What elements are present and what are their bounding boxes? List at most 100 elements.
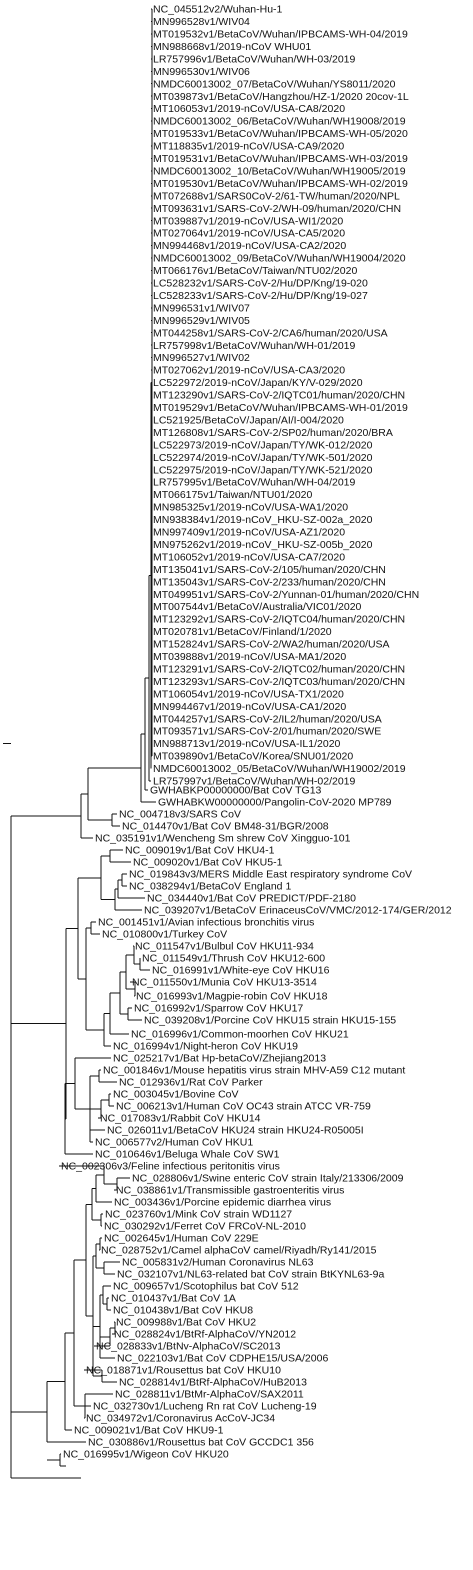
tip-label: MT135041v1/SARS-CoV-2/105/human/2020/CHN bbox=[153, 564, 386, 576]
tip-label: NC_009988v1/Bat CoV HKU2 bbox=[116, 1317, 256, 1329]
tip-label: NC_010646v1/Beluga Whale CoV SW1 bbox=[95, 1149, 280, 1161]
tip-label: NC_034972v1/Coronavirus AcCoV-JC34 bbox=[86, 1413, 275, 1425]
tip-label: NMDC60013002_07/BetaCoV/Wuhan/YS8011/202… bbox=[153, 78, 396, 90]
tip-label: NC_001846v1/Mouse hepatitis virus strain… bbox=[103, 1065, 405, 1077]
tip-label: NC_028811v1/BtMr-AlphaCoV/SAX2011 bbox=[115, 1389, 304, 1401]
tip-label: NC_001451v1/Avian infectious bronchitis … bbox=[98, 917, 314, 929]
tip-label: MT106052v1/2019-nCoV/USA-CA7/2020 bbox=[153, 551, 345, 563]
tip-label: LR757998v1/BetaCoV/Wuhan/WH-01/2019 bbox=[153, 340, 356, 352]
tip-label: MN996531v1/WIV07 bbox=[153, 302, 250, 314]
tip-label: NC_032107v1/NL63-related bat CoV strain … bbox=[117, 1269, 384, 1281]
tip-label: NC_028833v1/BtNv-AlphaCoV/SC2013 bbox=[96, 1341, 281, 1353]
tip-label: NC_018871v1/Rousettus bat CoV HKU10 bbox=[86, 1365, 281, 1377]
tip-label: MN994468v1/2019-nCoV/USA-CA2/2020 bbox=[153, 240, 346, 252]
tip-label: MN994467v1/2019-nCoV/USA-CA1/2020 bbox=[153, 701, 346, 713]
tip-label: MT093631v1/SARS-CoV-2/WH-09/human/2020/C… bbox=[153, 203, 401, 215]
tip-label: NC_010437v1/Bat CoV 1A bbox=[111, 1293, 236, 1305]
tip-label: MN985325v1/2019-nCoV/USA-WA1/2020 bbox=[153, 502, 348, 514]
tip-label: MT072688v1/SARS0CoV-2/61-TW/human/2020/N… bbox=[153, 190, 400, 202]
tip-label: MT118835v1/2019-nCoV/USA-CA9/2020 bbox=[153, 141, 344, 153]
tip-label: MT020781v1/BetaCoV/Finland/1/2020 bbox=[153, 626, 332, 638]
tip-label: LC528232v1/SARS-CoV-2/Hu/DP/Kng/19-020 bbox=[153, 278, 368, 290]
tip-label: LR757997v1/BetaCoV/Wuhan/WH-02/2019 bbox=[153, 776, 356, 788]
tip-label: NC_016994v1/Night-heron CoV HKU19 bbox=[113, 1041, 298, 1053]
tip-label: NC_032730v1/Lucheng Rn rat CoV Lucheng-1… bbox=[93, 1401, 317, 1413]
tip-label: NC_014470v1/Bat CoV BM48-31/BGR/2008 bbox=[122, 821, 329, 833]
tip-label: MN988713v1/2019-nCoV/USA-IL1/2020 bbox=[153, 738, 341, 750]
tip-label: NC_038861v1/Transmissible gastroenteriti… bbox=[116, 1185, 344, 1197]
tip-label: NC_038294v1/BetaCoV England 1 bbox=[129, 881, 291, 893]
tip-label: MT027064v1/2019-nCoV/USA-CA5/2020 bbox=[153, 228, 345, 240]
tip-label: NC_028752v1/Camel alphaCoV camel/Riyadh/… bbox=[101, 1245, 377, 1257]
tip-label: MT019530v1/BetaCoV/Wuhan/IPBCAMS-WH-02/2… bbox=[153, 178, 408, 190]
tip-label: NC_035191v1/Wencheng Sm shrew CoV Xinggu… bbox=[95, 833, 351, 845]
tip-label: LC521925/BetaCoV/Japan/AI/I-004/2020 bbox=[153, 414, 344, 426]
tip-label: MT123292v1/SARS-CoV-2/IQTC04/human/2020/… bbox=[153, 614, 405, 626]
tip-label: MT039890v1/BetaCoV/Korea/SNU01/2020 bbox=[153, 751, 353, 763]
tip-label: NC_022103v1/Bat CoV CDPHE15/USA/2006 bbox=[117, 1353, 328, 1365]
tip-label: LC528233v1/SARS-CoV-2/Hu/DP/Kng/19-027 bbox=[153, 290, 368, 302]
tip-label: MT152824v1/SARS-CoV-2/WA2/human/2020/USA bbox=[153, 639, 390, 651]
tip-label: NC_019843v3/MERS Middle East respiratory… bbox=[129, 869, 412, 881]
tip-label: NC_034440v1/Bat CoV PREDICT/PDF-2180 bbox=[147, 893, 356, 905]
tip-label: GWHABKP00000000/Bat CoV TG13 bbox=[150, 785, 322, 797]
tip-label: NC_004718v3/SARS CoV bbox=[119, 809, 241, 821]
tip-label: MN996527v1/WIV02 bbox=[153, 352, 250, 364]
tip-label: MT044258v1/SARS-CoV-2/CA6/human/2020/USA bbox=[153, 327, 388, 339]
tip-label: NC_002645v1/Human CoV 229E bbox=[104, 1233, 259, 1245]
tip-label: NC_006577v2/Human CoV HKU1 bbox=[95, 1137, 253, 1149]
tip-label: NC_003436v1/Porcine epidemic diarrhea vi… bbox=[114, 1197, 331, 1209]
tip-label: MT135043v1/SARS-CoV-2/233/human/2020/CHN bbox=[153, 576, 386, 588]
tip-label: NMDC60013002_05/BetaCoV/Wuhan/WH19002/20… bbox=[153, 763, 406, 775]
tip-label: NC_011549v1/Thrush CoV HKU12-600 bbox=[142, 953, 325, 965]
tip-label: NMDC60013002_09/BetaCoV/Wuhan/WH19004/20… bbox=[153, 253, 406, 265]
tip-label: NC_016992v1/Sparrow CoV HKU17 bbox=[134, 1003, 303, 1015]
tip-label: MT027062v1/2019-nCoV/USA-CA3/2020 bbox=[153, 365, 345, 377]
tip-label: MT093571v1/SARS-CoV-2/01/human/2020/SWE bbox=[153, 726, 381, 738]
tip-label: NC_017083v1/Rabbit CoV HKU14 bbox=[100, 1113, 261, 1125]
tip-label: NC_011550v1/Munia CoV HKU13-3514 bbox=[132, 977, 317, 989]
tip-label: MT123291v1/SARS-CoV-2/IQTC02/human/2020/… bbox=[153, 663, 405, 675]
tip-label: MT039887v1/2019-nCoV/USA-WI1/2020 bbox=[153, 215, 343, 227]
tip-label: NC_016993v1/Magpie-robin CoV HKU18 bbox=[136, 991, 328, 1003]
tip-label: MT044257v1/SARS-CoV-2/IL2/human/2020/USA bbox=[153, 713, 382, 725]
tip-label: NC_009019v1/Bat CoV HKU4-1 bbox=[125, 845, 275, 857]
tip-label: MN938384v1/2019-nCoV_HKU-SZ-002a_2020 bbox=[153, 514, 373, 526]
tip-label: MT019529v1/BetaCoV/Wuhan/IPBCAMS-WH-01/2… bbox=[153, 402, 408, 414]
tip-label: MN996529v1/WIV05 bbox=[153, 315, 250, 327]
tip-label: NC_030886v1/Rousettus bat CoV GCCDC1 356 bbox=[88, 1437, 314, 1449]
tip-label: NC_016996v1/Common-moorhen CoV HKU21 bbox=[131, 1029, 349, 1041]
tip-label: NC_003045v1/Bovine CoV bbox=[113, 1089, 239, 1101]
tip-label: NC_030292v1/Ferret CoV FRCoV-NL-2010 bbox=[104, 1221, 306, 1233]
tip-label: MN975262v1/2019-nCoV_HKU-SZ-005b_2020 bbox=[153, 539, 373, 551]
tree-tip-labels: NC_045512v2/Wuhan-Hu-1MN996528v1/WIV04MT… bbox=[61, 4, 452, 1461]
tip-label: LC522973/2019-nCoV/Japan/TY/WK-012/2020 bbox=[153, 439, 373, 451]
tip-label: MN997409v1/2019-nCoV/USA-AZ1/2020 bbox=[153, 527, 345, 539]
tip-label: NMDC60013002_06/BetaCoV/Wuhan/WH19008/20… bbox=[153, 116, 406, 128]
tip-label: NC_026011v1/BetaCoV HKU24 strain HKU24-R… bbox=[107, 1125, 364, 1137]
tip-label: NC_010800v1/Turkey CoV bbox=[102, 929, 227, 941]
tip-label: MT007544v1/BetaCoV/Australia/VIC01/2020 bbox=[153, 601, 362, 613]
tip-label: NC_009021v1/Bat CoV HKU9-1 bbox=[74, 1425, 224, 1437]
tip-label: MT019533v1/BetaCoV/Wuhan/IPBCAMS-WH-05/2… bbox=[153, 128, 408, 140]
tip-label: MT123293v1/SARS-CoV-2/IQTC03/human/2020/… bbox=[153, 676, 405, 688]
tip-label: MT019531v1/BetaCoV/Wuhan/IPBCAMS-WH-03/2… bbox=[153, 153, 408, 165]
tip-label: NC_045512v2/Wuhan-Hu-1 bbox=[153, 4, 283, 16]
tip-label: MN988668v1/2019-nCoV WHU01 bbox=[153, 41, 311, 53]
tip-label: LR757995v1/BetaCoV/Wuhan/WH-04/2019 bbox=[153, 477, 356, 489]
tip-label: MT126808v1/SARS-CoV-2/SP02/human/2020/BR… bbox=[153, 427, 393, 439]
tip-label: MT039873v1/BetaCoV/Hangzhou/HZ-1/2020 20… bbox=[153, 91, 409, 103]
tip-label: NC_039208v1/Porcine CoV HKU15 strain HKU… bbox=[144, 1015, 396, 1027]
tip-label: LC522974/2019-nCoV/Japan/TY/WK-501/2020 bbox=[153, 452, 373, 464]
tip-label: NC_028814v1/BtRf-AlphaCoV/HuB2013 bbox=[119, 1377, 307, 1389]
tip-label: MT106054v1/2019-nCoV/USA-TX1/2020 bbox=[153, 688, 344, 700]
tip-label: NC_006213v1/Human CoV OC43 strain ATCC V… bbox=[116, 1101, 371, 1113]
tip-label: LC522972/2019-nCoV/Japan/KY/V-029/2020 bbox=[153, 377, 363, 389]
tip-label: LC522975/2019-nCoV/Japan/TY/WK-521/2020 bbox=[153, 464, 373, 476]
tip-label: NC_005831v2/Human Coronavirus NL63 bbox=[122, 1257, 314, 1269]
tip-label: NC_016995v1/Wigeon CoV HKU20 bbox=[63, 1449, 229, 1461]
tip-label: NC_010438v1/Bat CoV HKU8 bbox=[113, 1305, 253, 1317]
tip-label: NC_039207v1/BetaCoV ErinaceusCoV/VMC/201… bbox=[144, 905, 452, 917]
tip-label: NC_023760v1/Mink CoV strain WD1127 bbox=[105, 1209, 292, 1221]
tip-label: NC_002306v3/Feline infectious peritoniti… bbox=[61, 1161, 280, 1173]
